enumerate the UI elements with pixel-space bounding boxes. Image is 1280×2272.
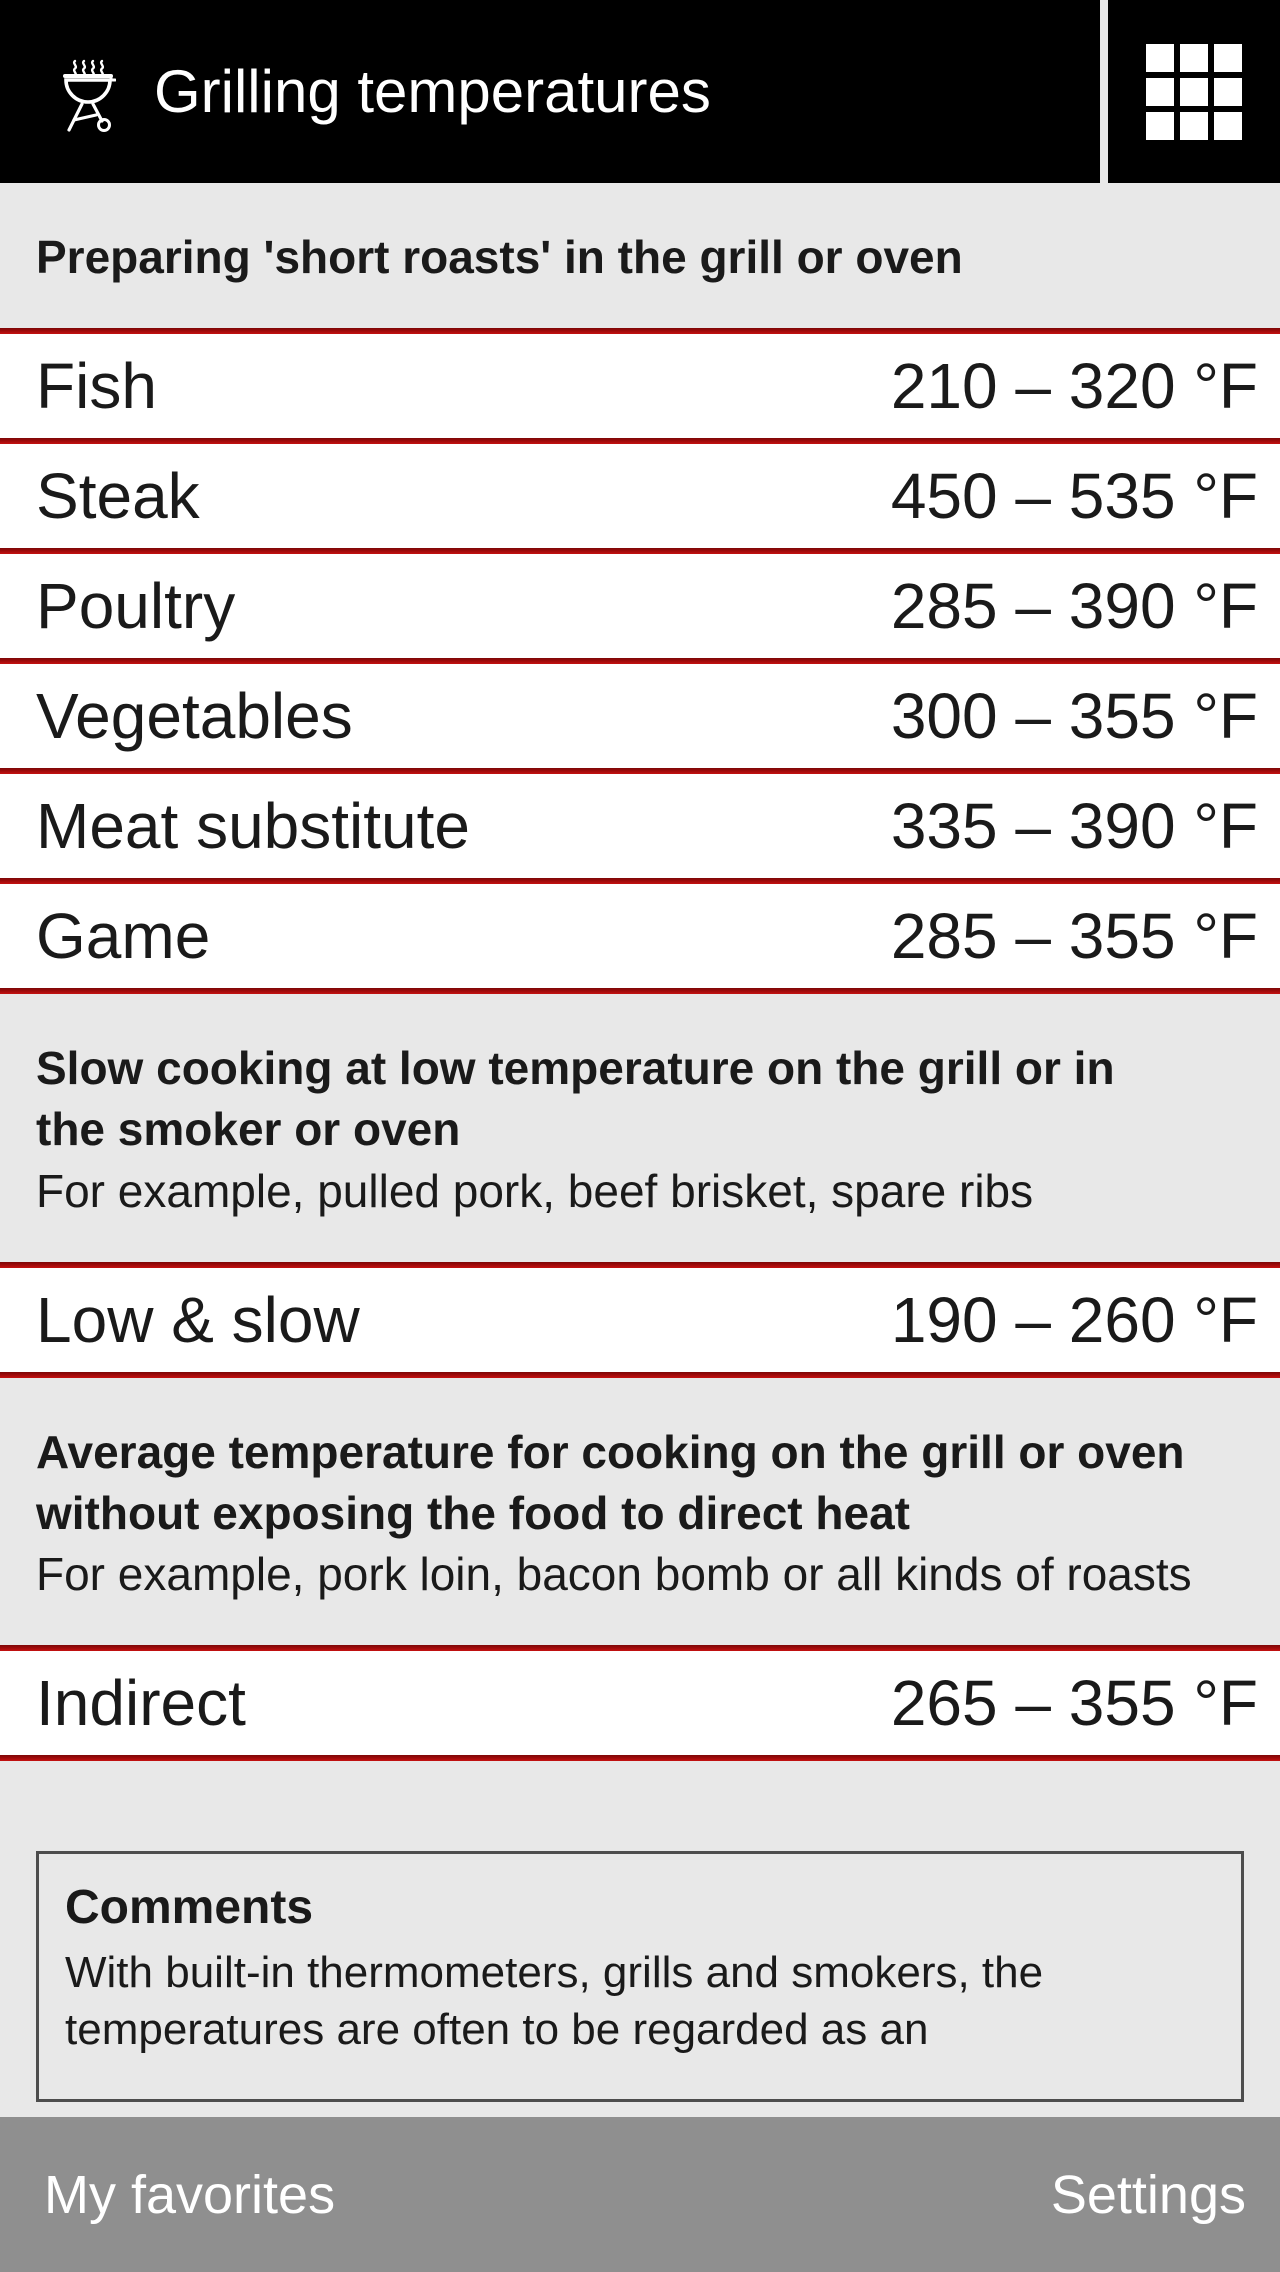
row-game[interactable]: Game 285 – 355 °F	[0, 884, 1280, 989]
row-temperature-range: 210 – 320 °F	[890, 350, 1258, 423]
comments-heading: Comments	[65, 1881, 314, 1935]
row-temperature-range: 190 – 260 °F	[890, 1283, 1258, 1356]
section-header-indirect: Average temperature for cooking on the g…	[0, 1377, 1280, 1646]
bottom-bar: My favorites Settings	[0, 2117, 1280, 2272]
divider	[0, 988, 1280, 995]
comments-box: Comments With built-in thermometers, gri…	[36, 1851, 1244, 2102]
row-temperature-range: 285 – 355 °F	[890, 900, 1258, 973]
header-title-area: Grilling temperatures	[0, 0, 1100, 183]
comments-body: With built-in thermometers, grills and s…	[65, 1948, 1044, 2055]
row-temperature-range: 335 – 390 °F	[890, 790, 1258, 863]
divider	[0, 328, 1280, 335]
section-header-slow-cooking: Slow cooking at low temperature on the g…	[0, 994, 1280, 1262]
row-poultry[interactable]: Poultry 285 – 390 °F	[0, 554, 1280, 659]
row-steak[interactable]: Steak 450 – 535 °F	[0, 444, 1280, 549]
row-label: Vegetables	[36, 680, 353, 753]
row-label: Fish	[36, 350, 157, 423]
row-meat-substitute[interactable]: Meat substitute 335 – 390 °F	[0, 774, 1280, 879]
app-header: Grilling temperatures	[0, 0, 1280, 183]
divider	[0, 548, 1280, 555]
row-low-and-slow[interactable]: Low & slow 190 – 260 °F	[0, 1267, 1280, 1372]
kettle-grill-icon	[63, 59, 116, 132]
section-subheading: For example, pork loin, bacon bomb or al…	[36, 1548, 1192, 1601]
row-indirect[interactable]: Indirect 265 – 355 °F	[0, 1651, 1280, 1756]
row-temperature-range: 265 – 355 °F	[890, 1667, 1258, 1740]
section-header-short-roasts: Preparing 'short roasts' in the grill or…	[0, 183, 1280, 329]
row-temperature-range: 300 – 355 °F	[890, 680, 1258, 753]
header-divider	[1100, 0, 1108, 183]
section-subheading: For example, pulled pork, beef brisket, …	[36, 1164, 1034, 1217]
row-vegetables[interactable]: Vegetables 300 – 355 °F	[0, 664, 1280, 769]
row-label: Game	[36, 900, 211, 973]
row-label: Indirect	[36, 1667, 246, 1740]
row-temperature-range: 285 – 390 °F	[890, 570, 1258, 643]
divider	[0, 438, 1280, 445]
divider	[0, 768, 1280, 775]
divider	[0, 1261, 1280, 1268]
row-label: Meat substitute	[36, 790, 470, 863]
row-temperature-range: 450 – 535 °F	[890, 460, 1258, 533]
grid-menu-icon	[1146, 43, 1242, 140]
divider	[0, 1371, 1280, 1378]
divider	[0, 1755, 1280, 1762]
row-label: Steak	[36, 460, 200, 533]
my-favorites-button[interactable]: My favorites	[44, 2164, 336, 2225]
row-label: Low & slow	[36, 1283, 360, 1356]
divider	[0, 878, 1280, 885]
section-heading: Slow cooking at low temperature on the g…	[36, 1042, 1115, 1156]
section-heading: Preparing 'short roasts' in the grill or…	[36, 231, 963, 283]
section-heading: Average temperature for cooking on the g…	[36, 1425, 1185, 1539]
menu-button[interactable]	[1108, 0, 1280, 183]
row-label: Poultry	[36, 570, 236, 643]
page-title: Grilling temperatures	[154, 58, 711, 125]
settings-button[interactable]: Settings	[1050, 2164, 1246, 2225]
row-fish[interactable]: Fish 210 – 320 °F	[0, 334, 1280, 439]
divider	[0, 658, 1280, 665]
divider	[0, 1645, 1280, 1652]
